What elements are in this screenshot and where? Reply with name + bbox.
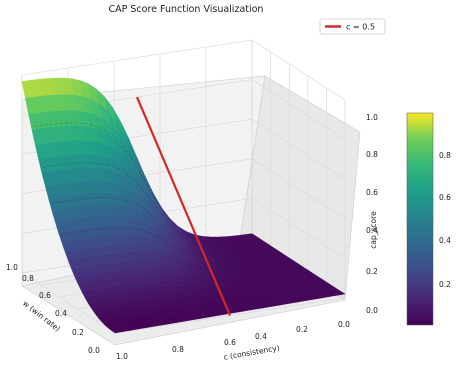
legend-label: c = 0.5 bbox=[346, 23, 375, 32]
grid-line bbox=[21, 39, 253, 76]
colorbar: 0.2 0.4 0.6 0.8 bbox=[406, 112, 451, 326]
surface-patch bbox=[332, 291, 346, 296]
contour-line bbox=[49, 197, 280, 259]
y-tick-label: 0.6 bbox=[39, 291, 51, 300]
contour-line bbox=[59, 227, 290, 266]
grid-line bbox=[21, 272, 116, 334]
x-tick-label: 0.0 bbox=[338, 320, 350, 329]
surface bbox=[21, 77, 346, 334]
contour-line bbox=[87, 275, 318, 302]
colorbar-gradient bbox=[406, 112, 434, 326]
y-tick-label: 1.0 bbox=[6, 263, 18, 272]
z-tick-label: 0.2 bbox=[366, 267, 378, 276]
colorbar-tick-label: 0.8 bbox=[439, 151, 451, 160]
z-axis: 0.0 0.2 0.4 0.6 0.8 1.0 cap_score bbox=[366, 113, 378, 315]
z-tick-label: 0.6 bbox=[366, 188, 378, 197]
z-axis-label: cap_score bbox=[369, 211, 378, 249]
chart-title: CAP Score Function Visualization bbox=[109, 4, 264, 15]
z-tick-label: 1.0 bbox=[366, 113, 378, 122]
z-tick-label: 0.8 bbox=[366, 150, 378, 159]
grid-line bbox=[251, 158, 346, 220]
z-tick-label: 0.4 bbox=[366, 226, 378, 235]
legend: c = 0.5 bbox=[319, 18, 386, 35]
y-tick-label: 0.8 bbox=[22, 274, 34, 283]
colorbar-tick-label: 0.6 bbox=[439, 193, 451, 202]
contour-line bbox=[105, 287, 336, 327]
x-tick-label: 0.8 bbox=[172, 345, 184, 354]
x-tick-label: 0.6 bbox=[224, 338, 236, 347]
x-tick-label: 0.4 bbox=[255, 332, 267, 341]
grid-line bbox=[251, 39, 346, 101]
grid-line bbox=[251, 198, 346, 259]
y-tick-label: 0.2 bbox=[72, 328, 84, 337]
highlight-line-c-0.5 bbox=[135, 96, 232, 316]
colorbar-tick-label: 0.2 bbox=[439, 280, 451, 289]
contour-line bbox=[68, 252, 299, 273]
contour-line bbox=[77, 269, 308, 284]
contour-line bbox=[96, 281, 327, 316]
legend-frame bbox=[319, 18, 386, 35]
grid-line bbox=[251, 118, 346, 180]
contour-lines bbox=[31, 122, 336, 327]
z-tick-label: 0.0 bbox=[366, 306, 378, 315]
contour-line bbox=[40, 162, 271, 252]
colorbar-tick-label: 0.4 bbox=[439, 236, 451, 245]
x-tick-label: 1.0 bbox=[116, 352, 128, 361]
y-tick-label: 0.4 bbox=[55, 309, 67, 318]
grid-line bbox=[251, 79, 346, 140]
y-tick-label: 0.0 bbox=[88, 346, 100, 355]
x-tick-label: 0.2 bbox=[296, 325, 308, 334]
